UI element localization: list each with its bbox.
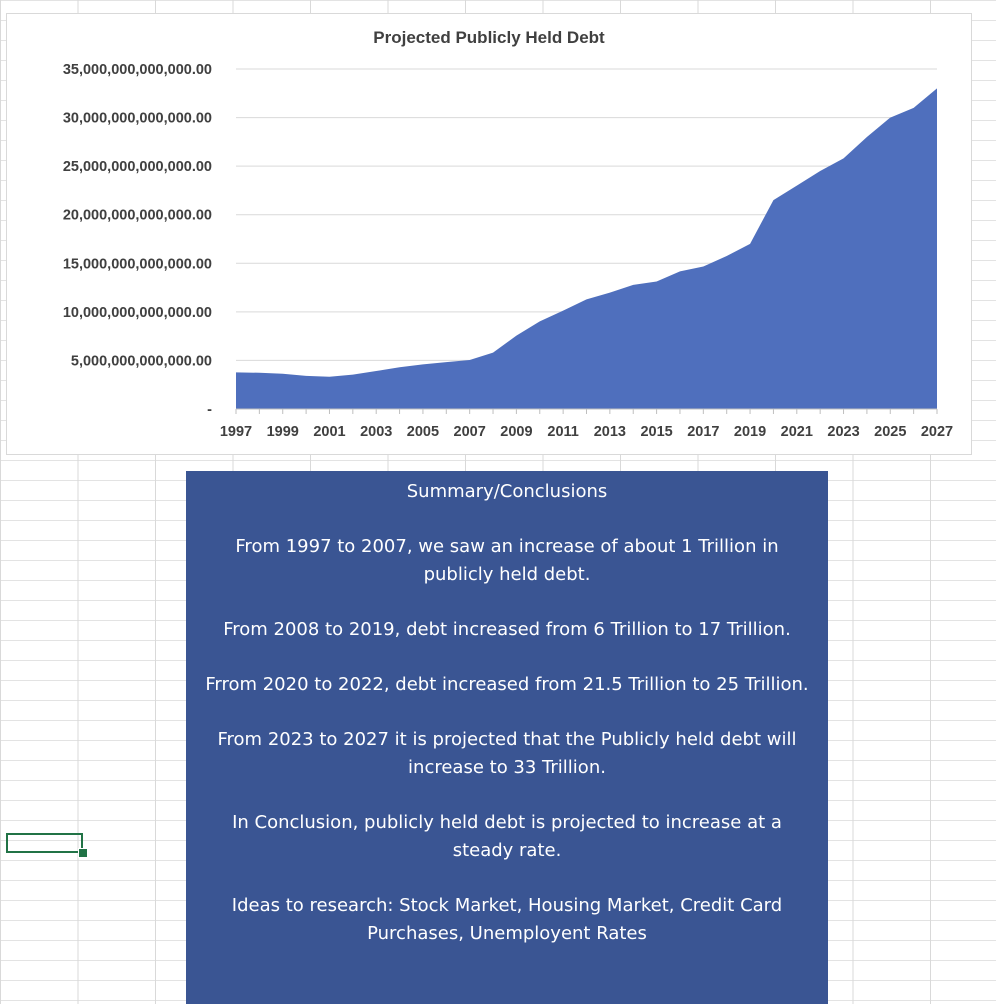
chart-plot: - 5,000,000,000,000.00 10,000,000,000,000.… bbox=[63, 62, 953, 440]
x-tick-label: 2013 bbox=[594, 424, 626, 440]
x-tick-label: 2017 bbox=[687, 424, 719, 440]
x-tick-label: 2001 bbox=[313, 424, 345, 440]
active-cell-selection[interactable] bbox=[6, 833, 83, 853]
x-tick-label: 2005 bbox=[407, 424, 439, 440]
summary-paragraph: Frrom 2020 to 2022, debt increased from … bbox=[205, 674, 809, 695]
x-tick-label: 2021 bbox=[781, 424, 813, 440]
fill-handle[interactable] bbox=[78, 848, 88, 858]
x-tick-label: 2025 bbox=[874, 424, 906, 440]
x-tick-label: 1997 bbox=[220, 424, 252, 440]
summary-paragraph: From 1997 to 2007, we saw an increase of… bbox=[235, 536, 779, 585]
y-tick-label: 5,000,000,000,000.00 bbox=[71, 353, 212, 369]
y-tick-label: 10,000,000,000,000.00 bbox=[63, 305, 212, 321]
y-tick-label: 35,000,000,000,000.00 bbox=[63, 62, 212, 78]
summary-text-box[interactable]: Summary/Conclusions From 1997 to 2007, w… bbox=[186, 471, 828, 1004]
chart-title: Projected Publicly Held Debt bbox=[373, 28, 605, 47]
chart-area[interactable]: - 5,000,000,000,000.00 10,000,000,000,000.… bbox=[6, 13, 972, 455]
x-tick-label: 2027 bbox=[921, 424, 953, 440]
x-tick-label: 2019 bbox=[734, 424, 766, 440]
x-tick-label: 2015 bbox=[640, 424, 672, 440]
x-tick-label: 2003 bbox=[360, 424, 392, 440]
summary-heading: Summary/Conclusions bbox=[406, 481, 608, 502]
summary-paragraph: From 2008 to 2019, debt increased from 6… bbox=[223, 619, 791, 640]
y-tick-label: 15,000,000,000,000.00 bbox=[63, 256, 212, 272]
y-tick-label: - bbox=[207, 402, 212, 418]
summary-paragraph: Ideas to research: Stock Market, Housing… bbox=[231, 895, 783, 944]
x-tick-label: 1999 bbox=[267, 424, 299, 440]
y-tick-label: 20,000,000,000,000.00 bbox=[63, 208, 212, 224]
x-tick-label: 2009 bbox=[500, 424, 532, 440]
x-tick-label: 2011 bbox=[547, 424, 578, 440]
x-tick-label: 2023 bbox=[827, 424, 859, 440]
y-tick-label: 30,000,000,000,000.00 bbox=[63, 111, 212, 127]
summary-paragraph: From 2023 to 2027 it is projected that t… bbox=[217, 729, 797, 778]
x-tick-label: 2007 bbox=[454, 424, 486, 440]
y-tick-label: 25,000,000,000,000.00 bbox=[63, 159, 212, 175]
summary-paragraph: In Conclusion, publicly held debt is pro… bbox=[232, 812, 782, 861]
area-series bbox=[236, 88, 937, 409]
